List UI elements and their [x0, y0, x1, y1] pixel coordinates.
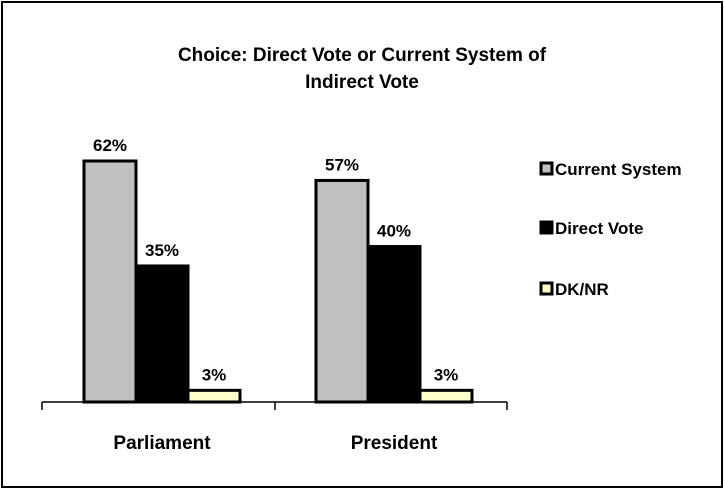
- chart-title-line-2: Indirect Vote: [305, 72, 419, 93]
- category-label-president: President: [351, 433, 438, 454]
- legend-label-current-system: Current System: [555, 160, 682, 179]
- bar-direct-vote-parliament: [134, 264, 190, 404]
- data-label-dk-nr-parliament: 3%: [202, 365, 227, 384]
- chart-title-line-1: Choice: Direct Vote or Current System of: [177, 45, 547, 66]
- data-label-dk-nr-president: 3%: [434, 365, 459, 384]
- legend-swatch-current-system: [539, 161, 554, 176]
- bar-current-system-parliament: [82, 159, 138, 404]
- legend-swatch-direct-vote: [539, 220, 554, 235]
- chart-title: Choice: Direct Vote or Current System of…: [0, 42, 724, 96]
- legend-label-dk-nr: DK/NR: [555, 280, 609, 299]
- bar-dk-nr-parliament: [186, 388, 242, 404]
- bar-current-system-president: [314, 178, 370, 404]
- bar-dk-nr-president: [418, 388, 474, 404]
- data-label-direct-vote-parliament: 35%: [145, 241, 179, 260]
- category-label-parliament: Parliament: [113, 433, 211, 454]
- legend-swatch-dk-nr: [539, 281, 554, 296]
- bar-direct-vote-president: [366, 245, 422, 404]
- legend-label-direct-vote: Direct Vote: [555, 219, 644, 238]
- data-label-direct-vote-president: 40%: [377, 222, 411, 241]
- data-label-current-system-parliament: 62%: [93, 136, 127, 155]
- data-label-current-system-president: 57%: [325, 155, 359, 174]
